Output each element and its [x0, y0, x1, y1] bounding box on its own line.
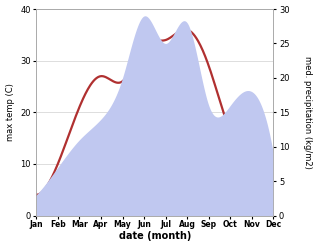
Y-axis label: max temp (C): max temp (C) [5, 83, 15, 141]
X-axis label: date (month): date (month) [119, 231, 191, 242]
Y-axis label: med. precipitation (kg/m2): med. precipitation (kg/m2) [303, 56, 313, 169]
